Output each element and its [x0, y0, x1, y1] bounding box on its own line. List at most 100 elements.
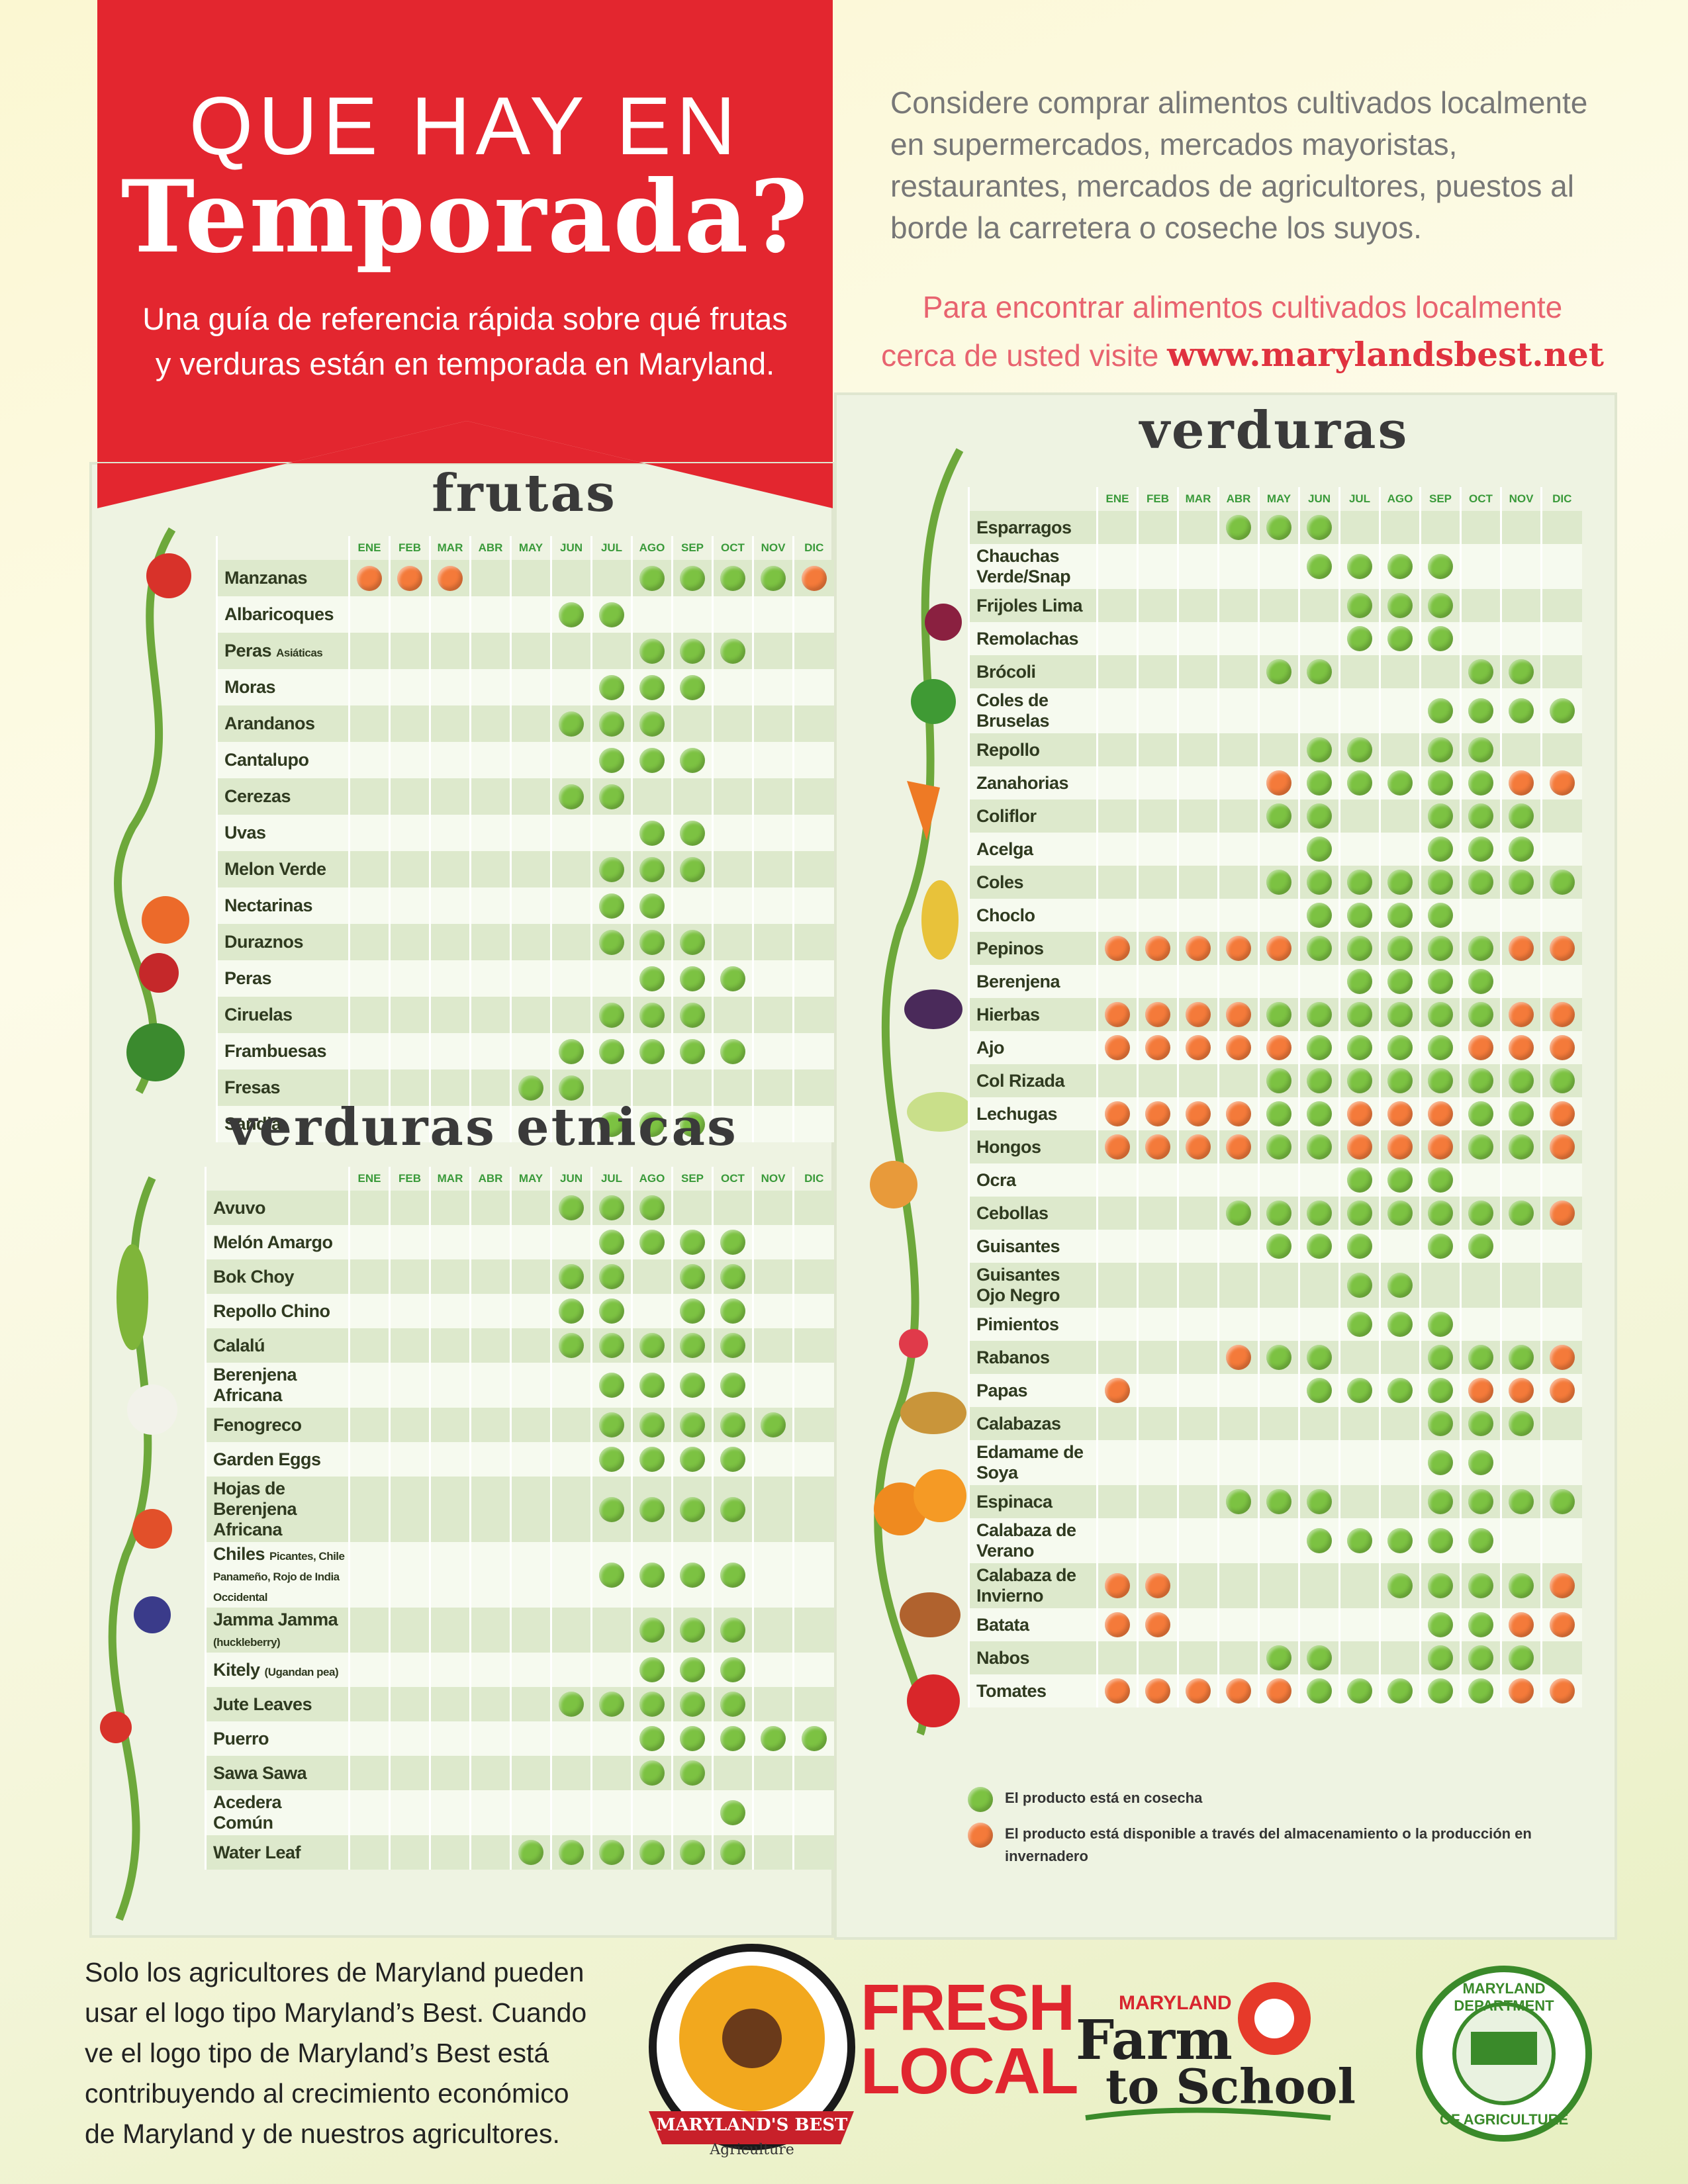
- month-cell: [1137, 1563, 1178, 1608]
- month-cell: [1419, 833, 1461, 866]
- month-cell: [1500, 1608, 1542, 1641]
- season-dot: [1428, 1002, 1453, 1027]
- month-cell: [1298, 899, 1340, 932]
- month-cell: [348, 924, 390, 960]
- month-cell: [429, 1294, 471, 1328]
- month-cell: [671, 1721, 713, 1756]
- month-cell: [1460, 589, 1501, 622]
- name-text: Africana: [213, 1385, 283, 1405]
- name-line: Sawa Sawa: [213, 1763, 348, 1784]
- month-cell: [1540, 1263, 1582, 1308]
- month-cell: [1540, 998, 1582, 1031]
- month-cell: [510, 560, 551, 596]
- month-cell: [1177, 1230, 1219, 1263]
- season-dot: [599, 1230, 624, 1255]
- month-cell: [631, 1294, 673, 1328]
- season-dot: [1347, 1378, 1372, 1403]
- month-cell: [348, 851, 390, 887]
- season-dot: [1428, 1612, 1453, 1637]
- name-text: Garden Eggs: [213, 1449, 321, 1469]
- name-line: Choclo: [976, 905, 1096, 926]
- month-cell: [1217, 799, 1259, 833]
- url[interactable]: www.marylandsbest.net: [1167, 335, 1604, 374]
- season-dot: [1468, 770, 1493, 796]
- month-cell: [1460, 544, 1501, 589]
- season-dot: [720, 1562, 745, 1588]
- season-dot: [599, 1264, 624, 1289]
- season-dot: [559, 1264, 584, 1289]
- month-cell: [348, 778, 390, 815]
- month-cell: [1338, 1097, 1380, 1130]
- month-cell: [1137, 1608, 1178, 1641]
- month-cell: [1137, 833, 1178, 866]
- month-cell: [389, 960, 430, 997]
- month-label: JUL: [590, 536, 632, 560]
- season-dot: [1145, 1035, 1170, 1060]
- month-cell: [1258, 511, 1299, 544]
- month-cell: [792, 1442, 834, 1477]
- month-cell: [469, 1363, 511, 1408]
- season-dot: [1105, 1134, 1130, 1160]
- month-cell: [1338, 1440, 1380, 1485]
- month-cell: [1500, 544, 1542, 589]
- produce-icons: [100, 553, 973, 1743]
- month-cell: [348, 1442, 390, 1477]
- month-cell: [1258, 1263, 1299, 1308]
- month-cell: [590, 887, 632, 924]
- row: Kitely (Ugandan pea): [205, 1653, 834, 1687]
- month-cell: [510, 1721, 551, 1756]
- row: Brócoli: [968, 655, 1582, 688]
- month-cell: [510, 1363, 551, 1408]
- month-cell: [389, 924, 430, 960]
- month-cell: [1460, 622, 1501, 655]
- month-cell: [348, 1653, 390, 1687]
- month-cell: [550, 596, 592, 633]
- season-dot: [1387, 1201, 1413, 1226]
- item-name: Sawa Sawa: [205, 1756, 350, 1790]
- month-cell: [348, 705, 390, 742]
- month-cell: [1177, 1563, 1219, 1608]
- month-cell: [590, 742, 632, 778]
- season-dot: [720, 1840, 745, 1865]
- row: Calabazas: [968, 1407, 1582, 1440]
- month-cell: [1096, 589, 1138, 622]
- month-cell: [1338, 622, 1380, 655]
- season-dot: [761, 1726, 786, 1751]
- row: Sawa Sawa: [205, 1756, 834, 1790]
- season-dot: [801, 565, 827, 591]
- name-text: Edamame de: [976, 1442, 1084, 1462]
- season-dot: [1347, 1201, 1372, 1226]
- name-text: Albaricoques: [224, 604, 334, 624]
- name-text: Choclo: [976, 905, 1035, 925]
- month-cell: [389, 633, 430, 669]
- season-dot: [1428, 1201, 1453, 1226]
- month-cell: [752, 1363, 794, 1408]
- month-cell: [1379, 1064, 1421, 1097]
- month-cell: [510, 669, 551, 705]
- month-cell: [671, 1653, 713, 1687]
- month-cell: [712, 1191, 753, 1225]
- month-cell: [348, 1069, 390, 1106]
- month-cell: [1137, 1064, 1178, 1097]
- month-cell: [631, 560, 673, 596]
- name-line: Edamame de: [976, 1442, 1096, 1463]
- month-cell: [1379, 688, 1421, 733]
- month-cell: [1258, 1485, 1299, 1518]
- season-dot: [1186, 1101, 1211, 1126]
- logo-text: FRESH LOCAL: [861, 1975, 1078, 2103]
- row: Frijoles Lima: [968, 589, 1582, 622]
- month-cell: [1258, 1163, 1299, 1197]
- month-cell: [429, 560, 471, 596]
- month-cell: [1460, 1163, 1501, 1197]
- item-name: Lechugas: [968, 1097, 1098, 1130]
- logo-text: Agriculture: [710, 2142, 794, 2158]
- month-cell: [1338, 733, 1380, 766]
- name-line: Hojas de: [213, 1479, 348, 1499]
- month-cell: [1419, 655, 1461, 688]
- month-cell: [1540, 899, 1582, 932]
- month-cell: [348, 1790, 390, 1835]
- month-cell: [792, 1106, 834, 1142]
- season-dot: [639, 1230, 665, 1255]
- row: Peras Asiáticas: [216, 633, 834, 669]
- month-cell: [550, 669, 592, 705]
